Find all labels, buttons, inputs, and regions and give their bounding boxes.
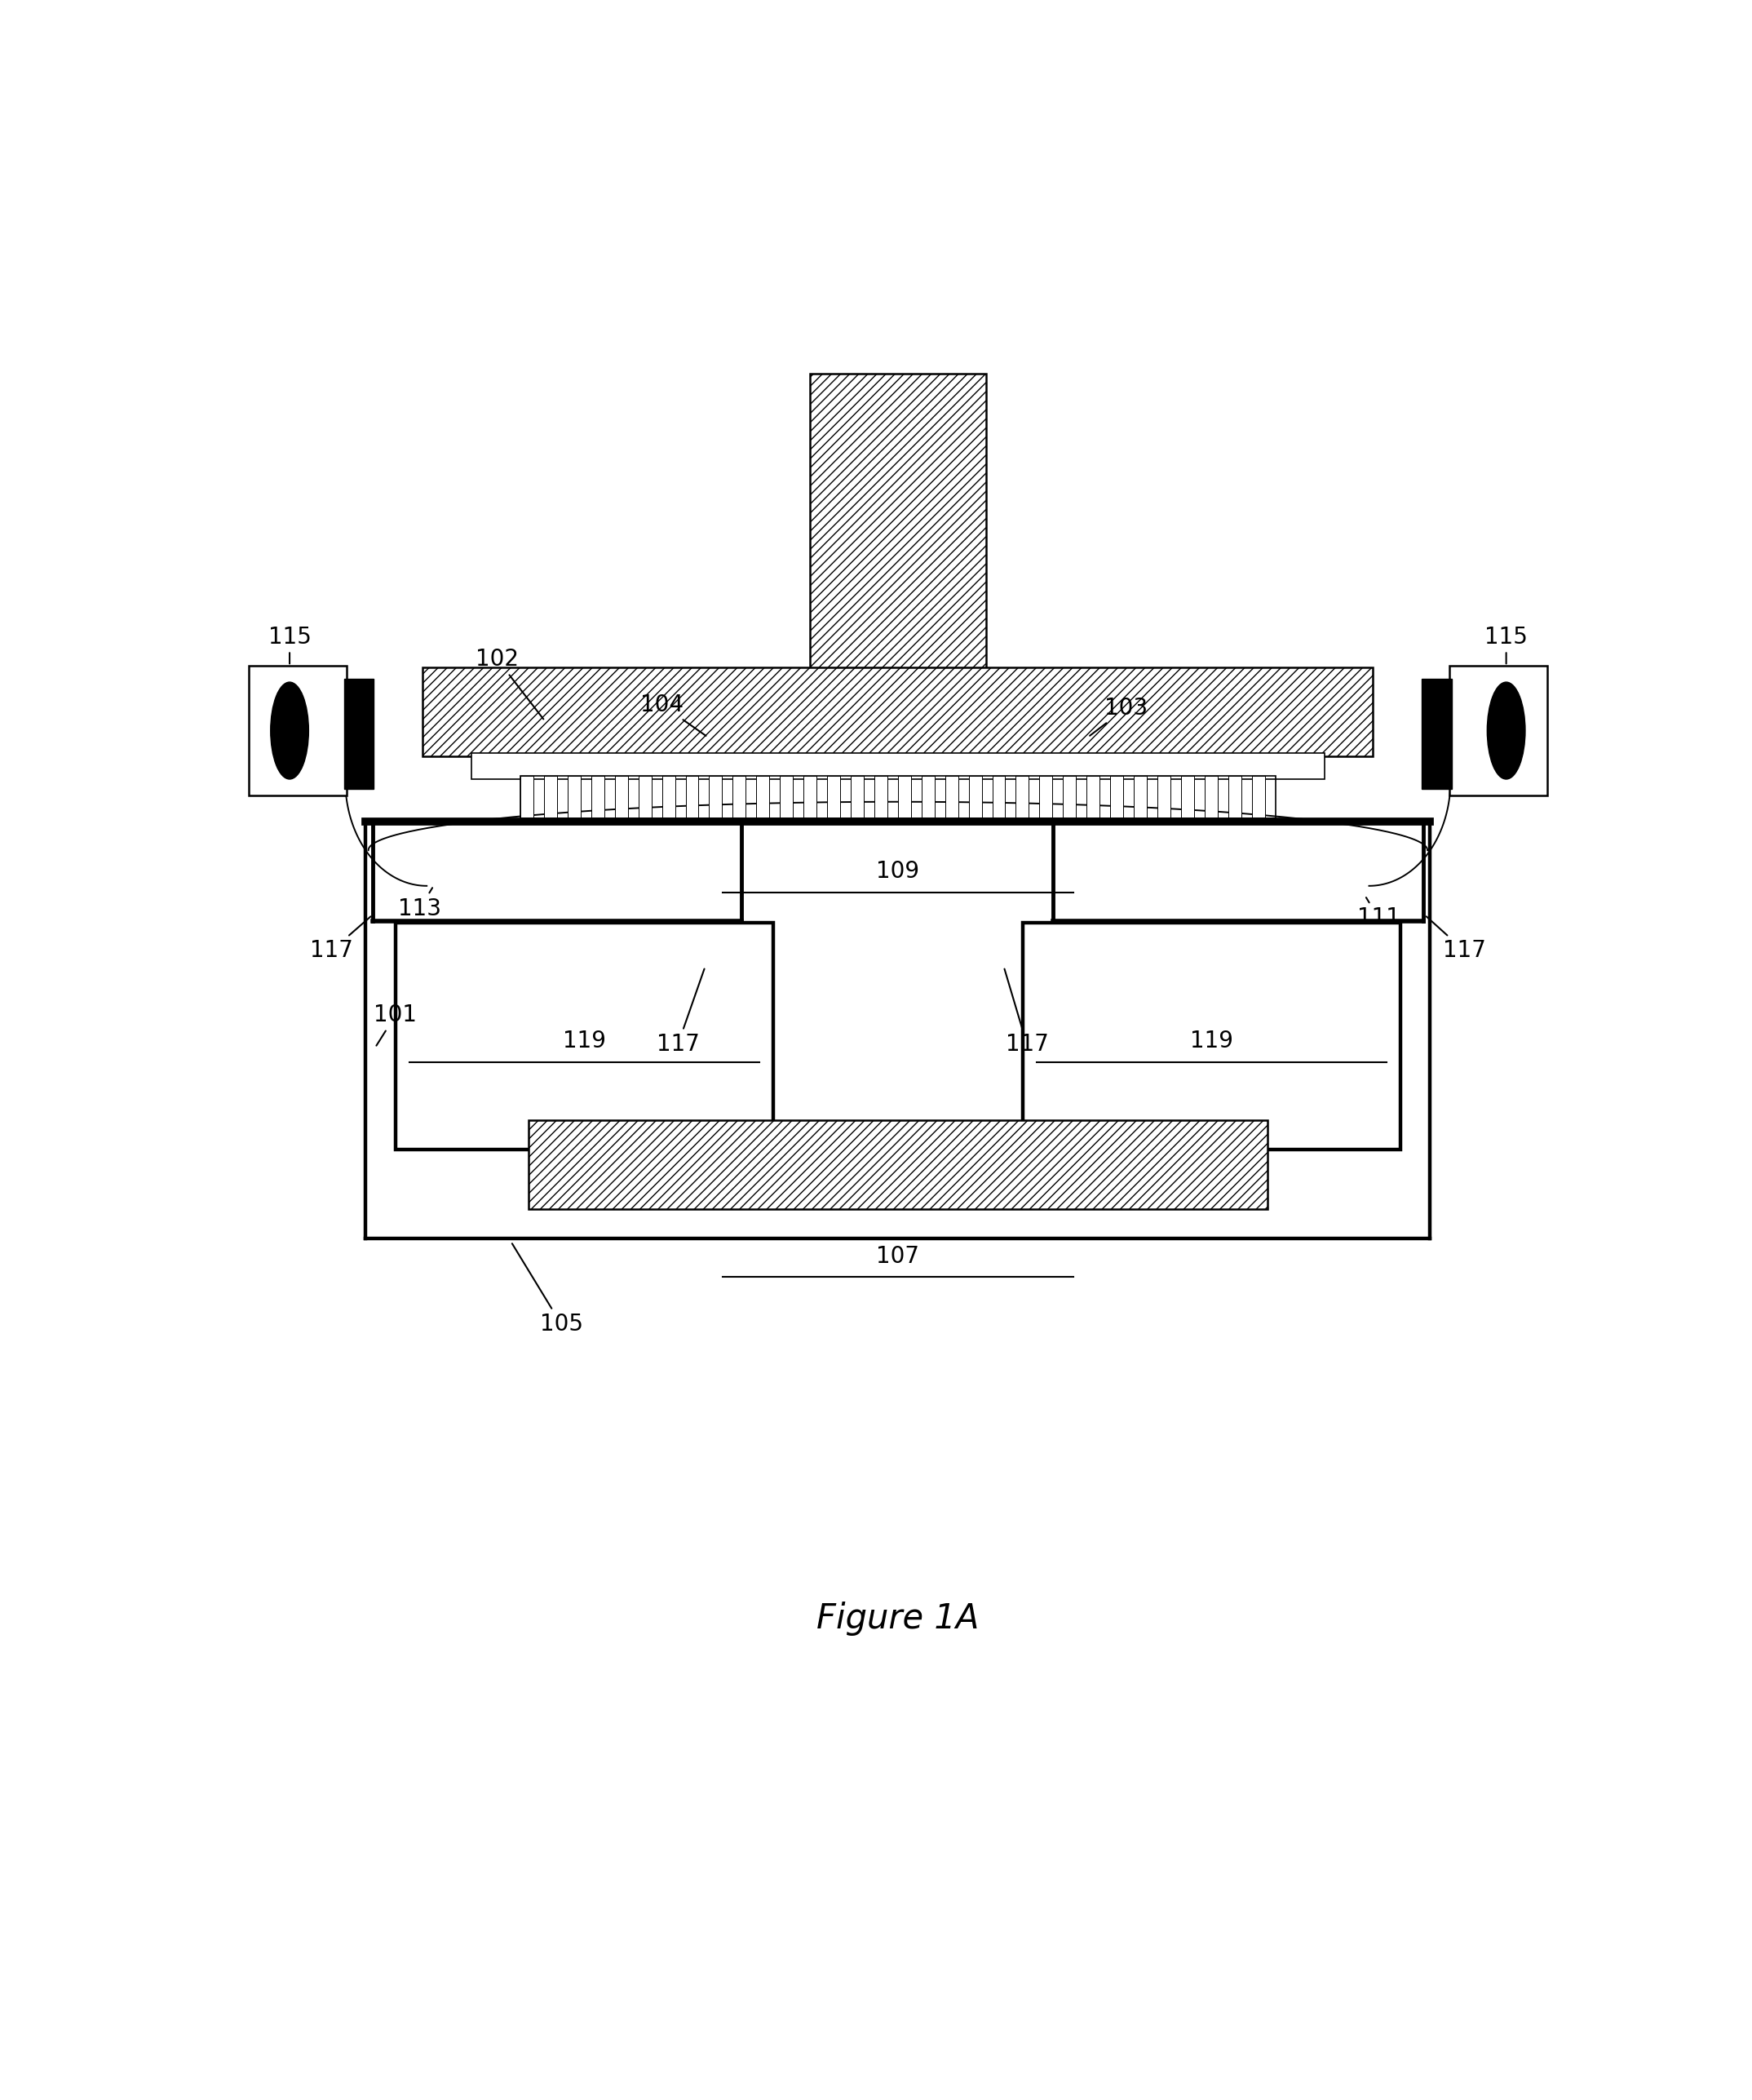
Bar [529,1119,1267,1210]
Bar [1016,775,1028,817]
Bar [1063,775,1076,817]
Bar [874,775,887,817]
Bar [568,775,580,817]
Bar [757,775,769,817]
Text: 117: 117 [657,968,704,1056]
Text: 101: 101 [373,1004,417,1046]
Bar [590,775,604,817]
Bar [1228,775,1240,817]
Bar [1251,775,1265,817]
Bar [471,754,1325,779]
Text: 113: 113 [398,888,442,920]
Text: 111: 111 [1358,897,1400,930]
Bar [992,775,1006,817]
Bar [1023,924,1400,1149]
Bar [710,775,722,817]
Text: 102: 102 [477,649,543,718]
Bar [1111,775,1123,817]
Bar [1423,678,1452,790]
Text: 117: 117 [310,916,371,962]
Bar [520,775,1275,817]
Bar [851,775,864,817]
Text: 119: 119 [1190,1029,1233,1052]
Bar [396,924,773,1149]
Bar [944,775,958,817]
Bar [1449,666,1547,796]
Text: 115: 115 [268,626,312,664]
Bar [804,775,816,817]
Bar [922,775,934,817]
Bar [343,678,373,790]
Bar [662,775,675,817]
Bar [545,775,557,817]
Bar [780,775,794,817]
Text: 109: 109 [876,859,920,882]
Bar [1158,775,1170,817]
Text: 115: 115 [1484,626,1528,664]
Bar [969,775,981,817]
Bar [1086,775,1100,817]
Bar [1039,775,1053,817]
Text: 119: 119 [562,1029,606,1052]
Text: 117: 117 [1004,968,1048,1056]
Ellipse shape [270,683,308,779]
Text: 117: 117 [1426,916,1486,962]
Bar [638,775,652,817]
Text: 104: 104 [639,693,706,735]
Text: Figure 1A: Figure 1A [816,1600,979,1636]
Bar [615,775,627,817]
Bar [827,775,841,817]
Bar [1181,775,1193,817]
Bar [1134,775,1148,817]
Text: 105: 105 [512,1243,583,1336]
Bar [897,775,911,817]
Bar [422,668,1374,756]
Text: 103: 103 [1090,697,1148,735]
Bar [520,775,533,817]
Bar [685,775,699,817]
Bar [249,666,347,796]
Bar [809,374,986,672]
Bar [732,775,746,817]
Ellipse shape [1487,683,1526,779]
Text: 107: 107 [876,1245,920,1268]
Bar [1205,775,1218,817]
